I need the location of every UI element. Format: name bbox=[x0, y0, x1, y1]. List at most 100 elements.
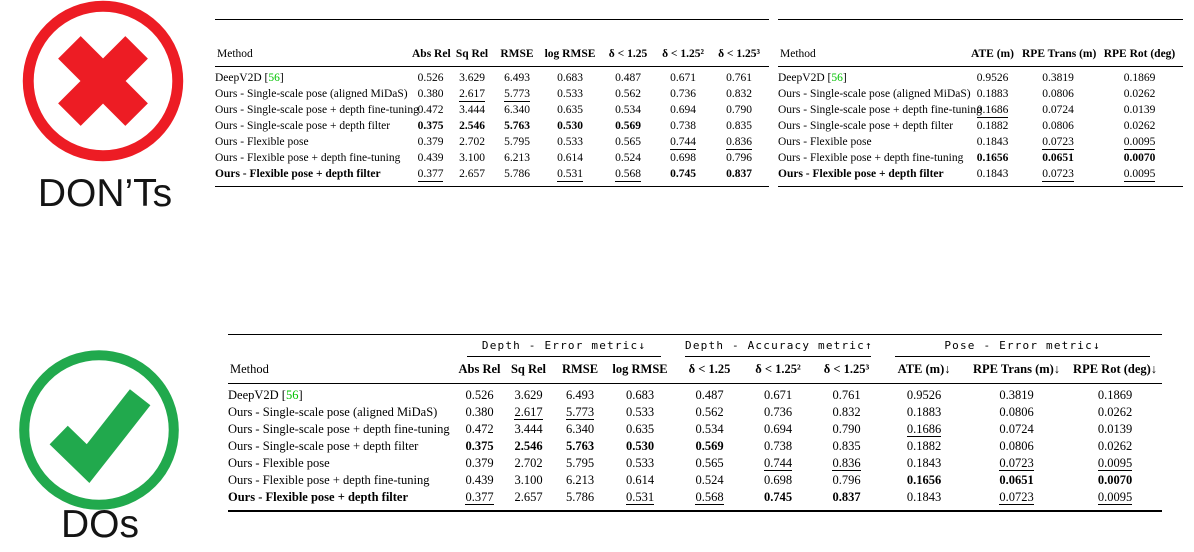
value-text: 6.493 bbox=[565, 388, 595, 402]
value-cell: 0.0139 bbox=[1096, 102, 1183, 118]
table-row: Ours - Flexible pose 0.379 2.702 5.795 0.533… bbox=[228, 455, 1162, 472]
value-cell: 0.832 bbox=[810, 404, 883, 421]
dont-label: DON’Ts bbox=[37, 172, 173, 215]
value-text: 0.3819 bbox=[1042, 72, 1074, 84]
value-cell: 0.1843 bbox=[965, 134, 1020, 150]
column-header: δ < 1.25 bbox=[673, 357, 747, 384]
column-header: RPE Rot (deg) bbox=[1096, 19, 1183, 67]
value-text: 0.836 bbox=[726, 136, 752, 150]
value-text: 6.340 bbox=[504, 104, 530, 116]
value-cell: 3.444 bbox=[504, 421, 553, 438]
value-text: 0.565 bbox=[695, 456, 724, 470]
value-cell: 0.472 bbox=[455, 421, 504, 438]
value-text: 0.0262 bbox=[1097, 439, 1133, 453]
value-text: 0.0724 bbox=[1042, 104, 1074, 116]
value-text: 0.635 bbox=[557, 104, 583, 116]
citation-number: 56 bbox=[831, 72, 843, 84]
value-cell: 0.530 bbox=[607, 438, 673, 455]
value-text: 0.671 bbox=[670, 72, 696, 84]
value-cell: 0.533 bbox=[541, 134, 599, 150]
value-cell: 0.835 bbox=[810, 438, 883, 455]
value-text: 0.1843 bbox=[976, 168, 1009, 180]
value-cell: 5.763 bbox=[493, 118, 541, 134]
check-circle-icon bbox=[19, 350, 179, 510]
value-text: 0.744 bbox=[763, 456, 793, 471]
value-cell: 2.702 bbox=[451, 134, 493, 150]
column-header: Abs Rel bbox=[410, 19, 451, 67]
table-row: Ours - Single-scale pose (aligned MiDaS)… bbox=[778, 86, 1183, 102]
value-cell: 0.0070 bbox=[1096, 150, 1183, 166]
value-text: 5.786 bbox=[565, 490, 595, 504]
value-text: 0.0070 bbox=[1097, 473, 1133, 487]
value-cell: 0.0723 bbox=[1020, 166, 1096, 187]
value-text: 0.0262 bbox=[1123, 88, 1156, 100]
value-cell: 0.0095 bbox=[1096, 166, 1183, 187]
value-text: 2.657 bbox=[514, 490, 543, 504]
value-cell: 0.0262 bbox=[1068, 404, 1162, 421]
value-cell: 0.744 bbox=[746, 455, 810, 472]
value-text: 0.1869 bbox=[1097, 388, 1133, 402]
method-cell: Ours - Flexible pose + depth filter bbox=[228, 490, 409, 504]
value-cell: 0.0806 bbox=[965, 404, 1068, 421]
value-cell: 0.3819 bbox=[965, 384, 1068, 405]
value-text: 0.439 bbox=[417, 152, 444, 164]
table-row: Ours - Flexible pose + depth fine-tuning… bbox=[778, 150, 1183, 166]
column-header: ATE (m) bbox=[965, 19, 1020, 67]
table-row: Ours - Flexible pose + depth filter 0.377… bbox=[215, 166, 769, 187]
value-text: 0.1883 bbox=[976, 88, 1009, 100]
value-cell: 0.562 bbox=[599, 86, 657, 102]
value-text: 5.763 bbox=[504, 120, 530, 132]
column-header: Sq Rel bbox=[451, 19, 493, 67]
value-text: 0.790 bbox=[726, 104, 752, 116]
value-cell: 0.745 bbox=[746, 489, 810, 511]
value-text: 0.0723 bbox=[1042, 136, 1074, 150]
value-cell: 0.1656 bbox=[965, 150, 1020, 166]
value-cell: 0.375 bbox=[410, 118, 451, 134]
value-text: 3.444 bbox=[459, 104, 485, 116]
value-text: 0.526 bbox=[417, 72, 444, 84]
value-text: 0.568 bbox=[615, 168, 641, 182]
value-text: 5.773 bbox=[565, 405, 595, 420]
value-text: 0.635 bbox=[625, 422, 655, 436]
value-text: 0.0095 bbox=[1097, 456, 1133, 471]
value-cell: 5.773 bbox=[553, 404, 607, 421]
table-row: Ours - Flexible pose + depth fine-tuning… bbox=[228, 472, 1162, 489]
value-cell: 0.790 bbox=[709, 102, 769, 118]
value-text: 0.683 bbox=[557, 72, 583, 84]
value-cell: 0.736 bbox=[746, 404, 810, 421]
method-cell: Ours - Flexible pose + depth fine-tuning bbox=[778, 152, 964, 164]
value-text: 0.837 bbox=[726, 168, 752, 180]
value-cell: 0.533 bbox=[607, 404, 673, 421]
table-row: Ours - Flexible pose + depth filter 0.184… bbox=[778, 166, 1183, 187]
value-text: 2.546 bbox=[459, 120, 485, 132]
value-cell: 0.0262 bbox=[1096, 118, 1183, 134]
value-cell: 0.533 bbox=[607, 455, 673, 472]
value-cell: 5.795 bbox=[493, 134, 541, 150]
value-text: 0.375 bbox=[465, 439, 494, 453]
value-cell: 0.698 bbox=[657, 150, 709, 166]
value-cell: 2.657 bbox=[451, 166, 493, 187]
value-cell: 2.546 bbox=[504, 438, 553, 455]
value-cell: 5.786 bbox=[493, 166, 541, 187]
method-cell: Ours - Single-scale pose (aligned MiDaS) bbox=[228, 405, 438, 419]
value-text: 5.763 bbox=[565, 439, 595, 453]
value-cell: 0.683 bbox=[541, 67, 599, 87]
value-text: 0.683 bbox=[625, 388, 655, 402]
value-cell: 2.546 bbox=[451, 118, 493, 134]
table-row: Ours - Flexible pose + depth fine-tuning… bbox=[215, 150, 769, 166]
table-row: Ours - Flexible pose + depth filter 0.377… bbox=[228, 489, 1162, 511]
value-cell: 0.694 bbox=[657, 102, 709, 118]
column-group-header: Depth - Error metric↓ bbox=[455, 335, 673, 357]
value-cell: 0.761 bbox=[709, 67, 769, 87]
value-cell: 0.796 bbox=[709, 150, 769, 166]
value-cell: 0.569 bbox=[673, 438, 746, 455]
value-text: 0.0724 bbox=[999, 422, 1034, 436]
value-text: 0.0651 bbox=[999, 473, 1034, 487]
column-header: log RMSE bbox=[541, 19, 599, 67]
column-header: RMSE bbox=[553, 357, 607, 384]
value-text: 0.379 bbox=[465, 456, 494, 470]
value-text: 0.526 bbox=[465, 388, 494, 402]
value-cell: 2.702 bbox=[504, 455, 553, 472]
value-cell: 5.786 bbox=[553, 489, 607, 511]
value-text: 0.1656 bbox=[976, 152, 1009, 164]
